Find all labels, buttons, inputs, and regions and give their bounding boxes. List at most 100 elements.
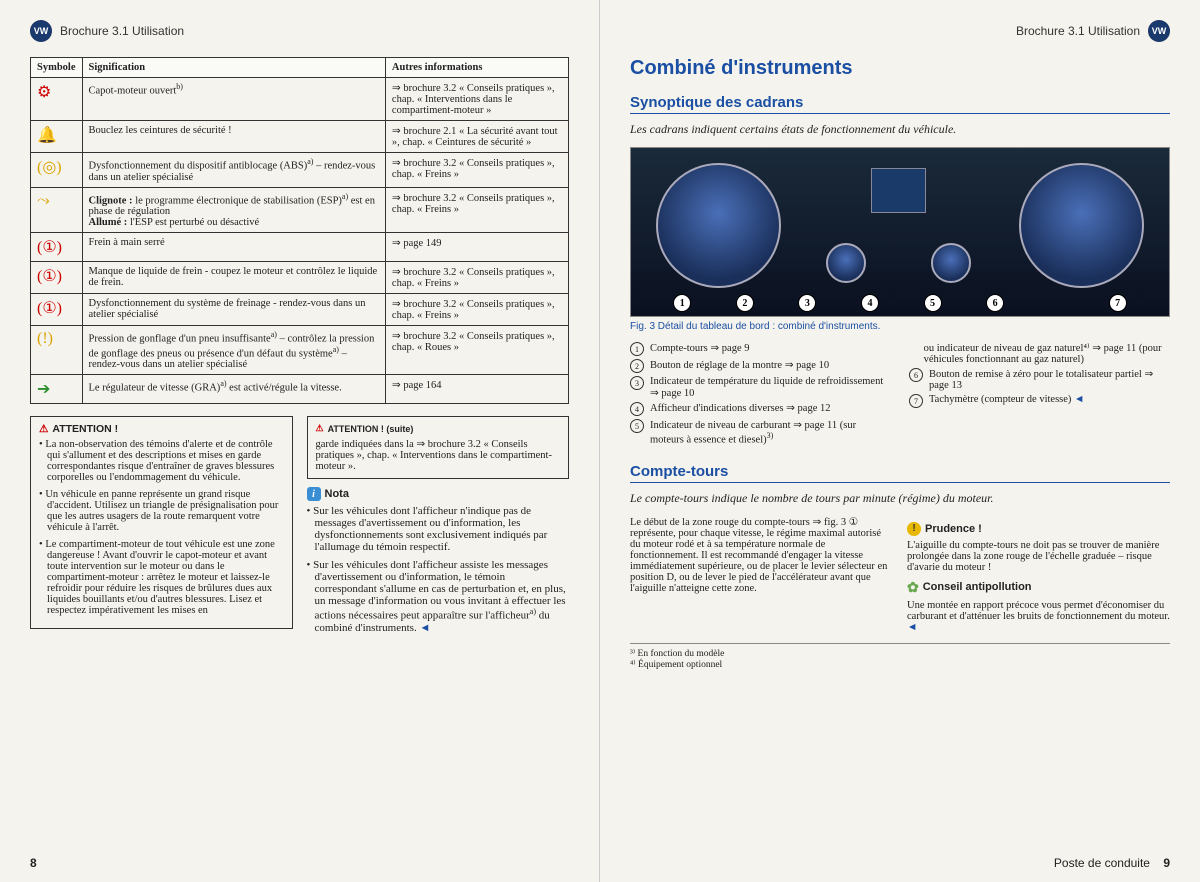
callout-text: Bouton de réglage de la montre ⇒ page 10 xyxy=(650,359,829,373)
nota-bullet: Sur les véhicules dont l'afficheur assis… xyxy=(307,559,570,634)
col-autres: Autres informations xyxy=(385,58,568,78)
signification-cell: Clignote : le programme électronique de … xyxy=(82,187,385,233)
callout-number: 2 xyxy=(630,359,644,373)
attention-box: ATTENTION ! La non-observation des témoi… xyxy=(30,416,293,629)
signification-cell: Le régulateur de vitesse (GRA)a) est act… xyxy=(82,375,385,404)
callout-marker: 5 xyxy=(924,294,942,312)
table-row: 🔔Bouclez les ceintures de sécurité !⇒ br… xyxy=(31,121,569,153)
callout-text: Bouton de remise à zéro pour le totalisa… xyxy=(929,368,1170,391)
info-cell: ⇒ brochure 3.2 « Conseils pratiques », c… xyxy=(385,153,568,188)
table-row: ⤳Clignote : le programme électronique de… xyxy=(31,187,569,233)
table-row: (!)Pression de gonflage d'un pneu insuff… xyxy=(31,326,569,375)
table-row: (①)Dysfonctionnement du système de frein… xyxy=(31,294,569,326)
symbol-cell: ⚙ xyxy=(31,78,83,121)
callout-text: Indicateur de température du liquide de … xyxy=(650,376,891,399)
signification-cell: Bouclez les ceintures de sécurité ! xyxy=(82,121,385,153)
symbol-cell: ➔ xyxy=(31,375,83,404)
warning-symbols-table: Symbole Signification Autres information… xyxy=(30,57,569,404)
symbol-cell: (①) xyxy=(31,262,83,294)
signification-cell: Dysfonctionnement du système de freinage… xyxy=(82,294,385,326)
page-number-right: Poste de conduite 9 xyxy=(1054,856,1170,870)
symbol-cell: ⤳ xyxy=(31,187,83,233)
info-cell: ⇒ brochure 3.2 « Conseils pratiques », c… xyxy=(385,294,568,326)
attention-suite-text: garde indiquées dans la ⇒ brochure 3.2 «… xyxy=(316,438,561,472)
symbol-cell: (①) xyxy=(31,294,83,326)
col-signification: Signification xyxy=(82,58,385,78)
callout-item: 1 Compte-tours ⇒ page 9 xyxy=(630,342,891,356)
callout-marker: 7 xyxy=(1109,294,1127,312)
info-cell: ⇒ brochure 3.2 « Conseils pratiques », c… xyxy=(385,78,568,121)
callout-marker: 3 xyxy=(798,294,816,312)
tachometer-gauge-icon xyxy=(656,163,781,288)
temp-gauge-icon xyxy=(826,243,866,283)
attention-title: ATTENTION ! xyxy=(39,423,284,435)
prudence-heading: Prudence ! xyxy=(907,522,1170,536)
callout-number: 3 xyxy=(630,376,644,390)
callout-marker: 1 xyxy=(673,294,691,312)
callout-legend: 1 Compte-tours ⇒ page 9 2 Bouton de réglage… xyxy=(630,342,1170,449)
callout-text: Compte-tours ⇒ page 9 xyxy=(650,342,750,356)
callout-number: 1 xyxy=(630,342,644,356)
vw-logo-icon: VW xyxy=(1148,20,1170,42)
page-left: VW Brochure 3.1 Utilisation Symbole Sign… xyxy=(0,0,600,882)
fuel-gauge-icon xyxy=(931,243,971,283)
callout-item: 3 Indicateur de température du liquide de… xyxy=(630,376,891,399)
symbol-cell: 🔔 xyxy=(31,121,83,153)
prudence-text: L'aiguille du compte-tours ne doit pas s… xyxy=(907,540,1170,573)
info-cell: ⇒ page 149 xyxy=(385,233,568,262)
figure-caption: Fig. 3 Détail du tableau de bord : combi… xyxy=(630,321,1170,332)
callout-item: 2 Bouton de réglage de la montre ⇒ page 1… xyxy=(630,359,891,373)
signification-cell: Capot-moteur ouvertb) xyxy=(82,78,385,121)
nota-heading: Nota xyxy=(307,487,570,501)
display-screen-icon xyxy=(871,168,926,213)
page-right: Brochure 3.1 Utilisation VW Combiné d'in… xyxy=(600,0,1200,882)
brochure-ref: Brochure 3.1 Utilisation xyxy=(1016,24,1140,38)
section-title: Combiné d'instruments xyxy=(630,57,1170,80)
footnote: ⁴⁾ Équipement optionnel xyxy=(630,659,1170,670)
info-cell: ⇒ brochure 3.2 « Conseils pratiques », c… xyxy=(385,262,568,294)
info-cell: ⇒ brochure 3.2 « Conseils pratiques », c… xyxy=(385,326,568,375)
callout-item: ou indicateur de niveau de gaz naturel⁴⁾… xyxy=(909,342,1170,365)
callout-item: 6Bouton de remise à zéro pour le totalis… xyxy=(909,368,1170,391)
speedometer-gauge-icon xyxy=(1019,163,1144,288)
nota-bullet: Sur les véhicules dont l'afficheur n'ind… xyxy=(307,505,570,553)
table-row: ⚙Capot-moteur ouvertb)⇒ brochure 3.2 « C… xyxy=(31,78,569,121)
callout-item: 7 Tachymètre (compteur de vitesse) xyxy=(909,394,1170,408)
callout-text: Tachymètre (compteur de vitesse) xyxy=(929,394,1084,408)
signification-cell: Pression de gonflage d'un pneu insuffisa… xyxy=(82,326,385,375)
conseil-heading: Conseil antipollution xyxy=(907,579,1170,596)
callout-number: 7 xyxy=(909,394,923,408)
conseil-text: Une montée en rapport précoce vous perme… xyxy=(907,600,1170,633)
callout-marker: 4 xyxy=(861,294,879,312)
table-row: (◎)Dysfonctionnement du dispositif antib… xyxy=(31,153,569,188)
symbol-cell: (!) xyxy=(31,326,83,375)
lead-text: Les cadrans indiquent certains états de … xyxy=(630,122,1170,137)
info-cell: ⇒ brochure 3.2 « Conseils pratiques », c… xyxy=(385,187,568,233)
callout-number: 5 xyxy=(630,419,644,433)
callout-item: 5Indicateur de niveau de carburant ⇒ pag… xyxy=(630,419,891,446)
subsection-compte-tours: Compte-tours xyxy=(630,463,1170,483)
brochure-ref: Brochure 3.1 Utilisation xyxy=(60,24,184,38)
info-cell: ⇒ brochure 2.1 « La sécurité avant tout … xyxy=(385,121,568,153)
attention-bullet: Un véhicule en panne représente un grand… xyxy=(39,489,284,533)
instrument-cluster-figure: 1 2 3 4 5 6 7 xyxy=(630,147,1170,317)
footnotes: ³⁾ En fonction du modèle ⁴⁾ Équipement o… xyxy=(630,643,1170,670)
table-row: (①)Frein à main serré⇒ page 149 xyxy=(31,233,569,262)
table-row: (①)Manque de liquide de frein - coupez l… xyxy=(31,262,569,294)
page-header-left: VW Brochure 3.1 Utilisation xyxy=(30,20,569,42)
footnote: ³⁾ En fonction du modèle xyxy=(630,648,1170,659)
vw-logo-icon: VW xyxy=(30,20,52,42)
callout-marker: 6 xyxy=(986,294,1004,312)
table-row: ➔Le régulateur de vitesse (GRA)a) est ac… xyxy=(31,375,569,404)
callout-item: 4Afficheur d'indications diverses ⇒ page… xyxy=(630,402,891,416)
info-cell: ⇒ page 164 xyxy=(385,375,568,404)
attention-bullet: La non-observation des témoins d'alerte … xyxy=(39,439,284,483)
lead-text-b: Le compte-tours indique le nombre de tou… xyxy=(630,491,1170,506)
callout-text: Afficheur d'indications diverses ⇒ page … xyxy=(650,402,831,416)
symbol-cell: (①) xyxy=(31,233,83,262)
callout-markers: 1 2 3 4 5 6 7 xyxy=(631,294,1169,312)
attention-suite-title: ATTENTION ! (suite) xyxy=(316,423,561,434)
body-paragraph: Le début de la zone rouge du compte-tour… xyxy=(630,516,893,594)
signification-cell: Frein à main serré xyxy=(82,233,385,262)
symbol-cell: (◎) xyxy=(31,153,83,188)
